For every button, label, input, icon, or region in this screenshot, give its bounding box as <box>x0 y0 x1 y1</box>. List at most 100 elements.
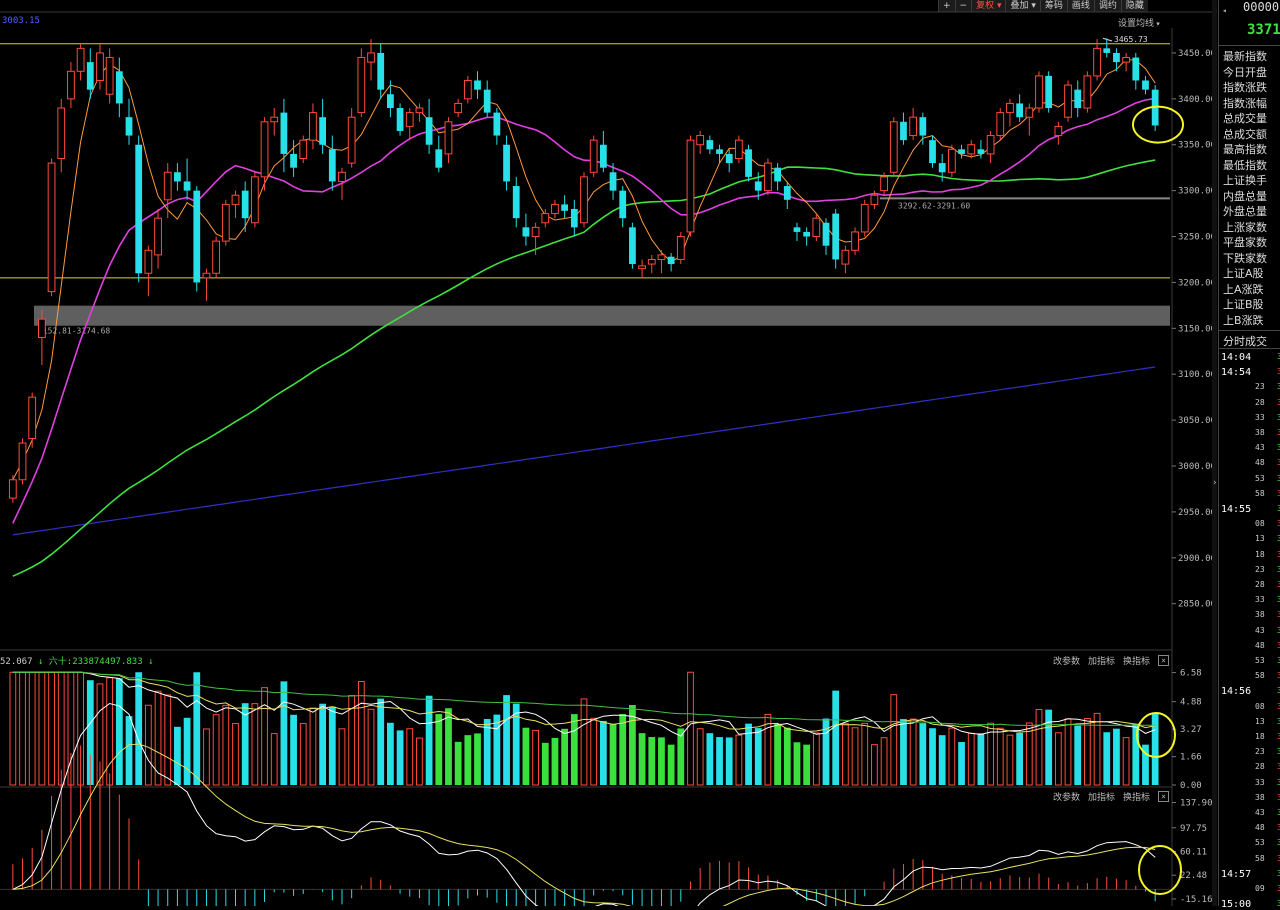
toolbar-button-6[interactable]: 调约 <box>1093 0 1121 12</box>
candle-body-up <box>1054 125 1063 137</box>
tick-value: 3 <box>1277 488 1280 498</box>
toolbar-button-7[interactable]: 隐藏 <box>1120 0 1148 12</box>
candle-body-up <box>541 213 550 224</box>
candle-body-up <box>454 102 463 114</box>
tick-value: 3 <box>1277 458 1280 468</box>
volume-bar <box>367 708 375 786</box>
macd-switch-indicator-button[interactable]: 换指标 <box>1123 793 1151 803</box>
y-tick-label: 3400.00 <box>1178 95 1216 105</box>
quote-field-label: 指数涨幅 <box>1223 96 1267 110</box>
toolbar-button-3[interactable]: 叠加 ▾ <box>1005 0 1040 12</box>
volume-bar <box>967 732 975 786</box>
macd-close-icon[interactable]: × <box>1158 791 1170 802</box>
volume-bar <box>357 681 365 786</box>
volume-bar <box>648 736 656 785</box>
volume-bar <box>154 690 162 786</box>
volume-bar <box>1006 734 1014 786</box>
tick-time: 48 <box>1255 458 1265 468</box>
volume-bar <box>503 695 510 785</box>
candle-body-down <box>241 190 249 219</box>
candle-body-down <box>929 140 936 164</box>
quote-field-label: 下跌家数 <box>1223 251 1267 265</box>
volume-bar <box>1035 708 1043 786</box>
volume-bar <box>328 706 336 785</box>
candle-body-up <box>221 203 230 242</box>
tick-time: 15:00 <box>1221 899 1252 910</box>
volume-switch-indicator-button[interactable]: 换指标 <box>1123 657 1151 667</box>
y-tick-label: 3000.00 <box>1178 462 1216 472</box>
volume-modify-params-button[interactable]: 改参数 <box>1053 657 1081 667</box>
candle-body-down <box>1016 103 1024 118</box>
candle-body-up <box>37 318 46 338</box>
candle-body-up <box>1064 84 1072 118</box>
toolbar-button-1[interactable]: − <box>954 0 972 12</box>
candle-body-up <box>28 396 37 439</box>
volume-bar <box>48 671 55 786</box>
candle-body-down <box>396 108 404 131</box>
ma250-line <box>12 366 1156 536</box>
volume-bar <box>996 727 1004 786</box>
volume-bar <box>290 714 297 785</box>
candle-body-up <box>764 162 772 192</box>
kline-chart[interactable]: 3450.00 3400.00 3350.00 3300.00 3250.00 3200.… <box>0 0 1216 906</box>
volume-bar <box>386 722 394 785</box>
volume-bar <box>977 733 985 785</box>
candle-body-down <box>503 144 510 182</box>
volume-bar <box>164 694 172 786</box>
macd-dif-line <box>12 702 1156 906</box>
volume-add-indicator-button[interactable]: 加指标 <box>1088 657 1116 667</box>
macd-add-indicator-button[interactable]: 加指标 <box>1088 793 1116 803</box>
toolbar-button-2[interactable]: 复权 ▾ <box>971 0 1006 12</box>
volume-bar <box>822 718 830 785</box>
tick-value: 3 <box>1277 412 1280 422</box>
candle-body-up <box>1025 107 1034 118</box>
tick-time: 28 <box>1255 580 1265 589</box>
candle-body-down <box>793 227 801 232</box>
volume-bar <box>561 728 569 785</box>
candle-body-up <box>851 231 859 251</box>
candle-body-down <box>280 112 288 154</box>
candle-body-up <box>1035 75 1043 109</box>
tick-value: 3 <box>1277 732 1280 741</box>
candle-body-down <box>377 52 385 90</box>
tick-value: 3 <box>1277 352 1280 361</box>
volume-close-icon[interactable]: × <box>1158 655 1170 666</box>
scrollbar[interactable] <box>1212 0 1217 906</box>
tick-value: 3 <box>1277 823 1280 833</box>
candle-body-up <box>909 116 918 137</box>
quote-field-label: 上证A股 <box>1223 267 1264 280</box>
collapse-arrow-icon[interactable]: › <box>1212 478 1218 488</box>
volume-bar <box>338 728 346 786</box>
tick-value: 3 <box>1277 716 1280 726</box>
quote-field-label: 最高指数 <box>1223 143 1267 156</box>
set-ma-button[interactable]: 设置均线 ▾ <box>1118 19 1160 29</box>
candle-body-up <box>1006 102 1014 114</box>
candle-body-up <box>163 171 172 201</box>
vol-y-tick-label: 0.00 <box>1180 781 1202 791</box>
quote-field-label: 总成交量 <box>1223 112 1267 125</box>
volume-bar <box>483 719 491 785</box>
volume-bar <box>1045 709 1053 785</box>
tick-time: 14:54 <box>1221 367 1252 379</box>
quote-field-label: 最低指数 <box>1223 158 1267 172</box>
candle-body-down <box>483 89 491 113</box>
toolbar-button-4[interactable]: 筹码 <box>1039 0 1067 12</box>
tick-time: 18 <box>1255 549 1265 559</box>
highlight-circle <box>1138 845 1182 895</box>
macd-modify-params-button[interactable]: 改参数 <box>1053 793 1081 803</box>
candle-body-down <box>745 149 752 177</box>
toolbar-button-0[interactable]: + <box>938 0 955 12</box>
tick-value: 3 <box>1277 473 1280 483</box>
toolbar-button-5[interactable]: 画线 <box>1066 0 1094 12</box>
candle-body-down <box>938 163 946 173</box>
index-code: 00000 <box>1243 0 1280 14</box>
candle-body-down <box>1142 80 1149 90</box>
candle-body-up <box>889 121 898 173</box>
side-expand-icon[interactable]: ◂ <box>1222 6 1227 15</box>
volume-bar <box>212 714 220 786</box>
volume-bar <box>183 717 191 785</box>
tick-value: 3 <box>1277 884 1280 893</box>
y-tick-label: 2950.00 <box>1178 508 1216 518</box>
candle-body-up <box>212 240 221 274</box>
volume-bar <box>929 728 936 785</box>
